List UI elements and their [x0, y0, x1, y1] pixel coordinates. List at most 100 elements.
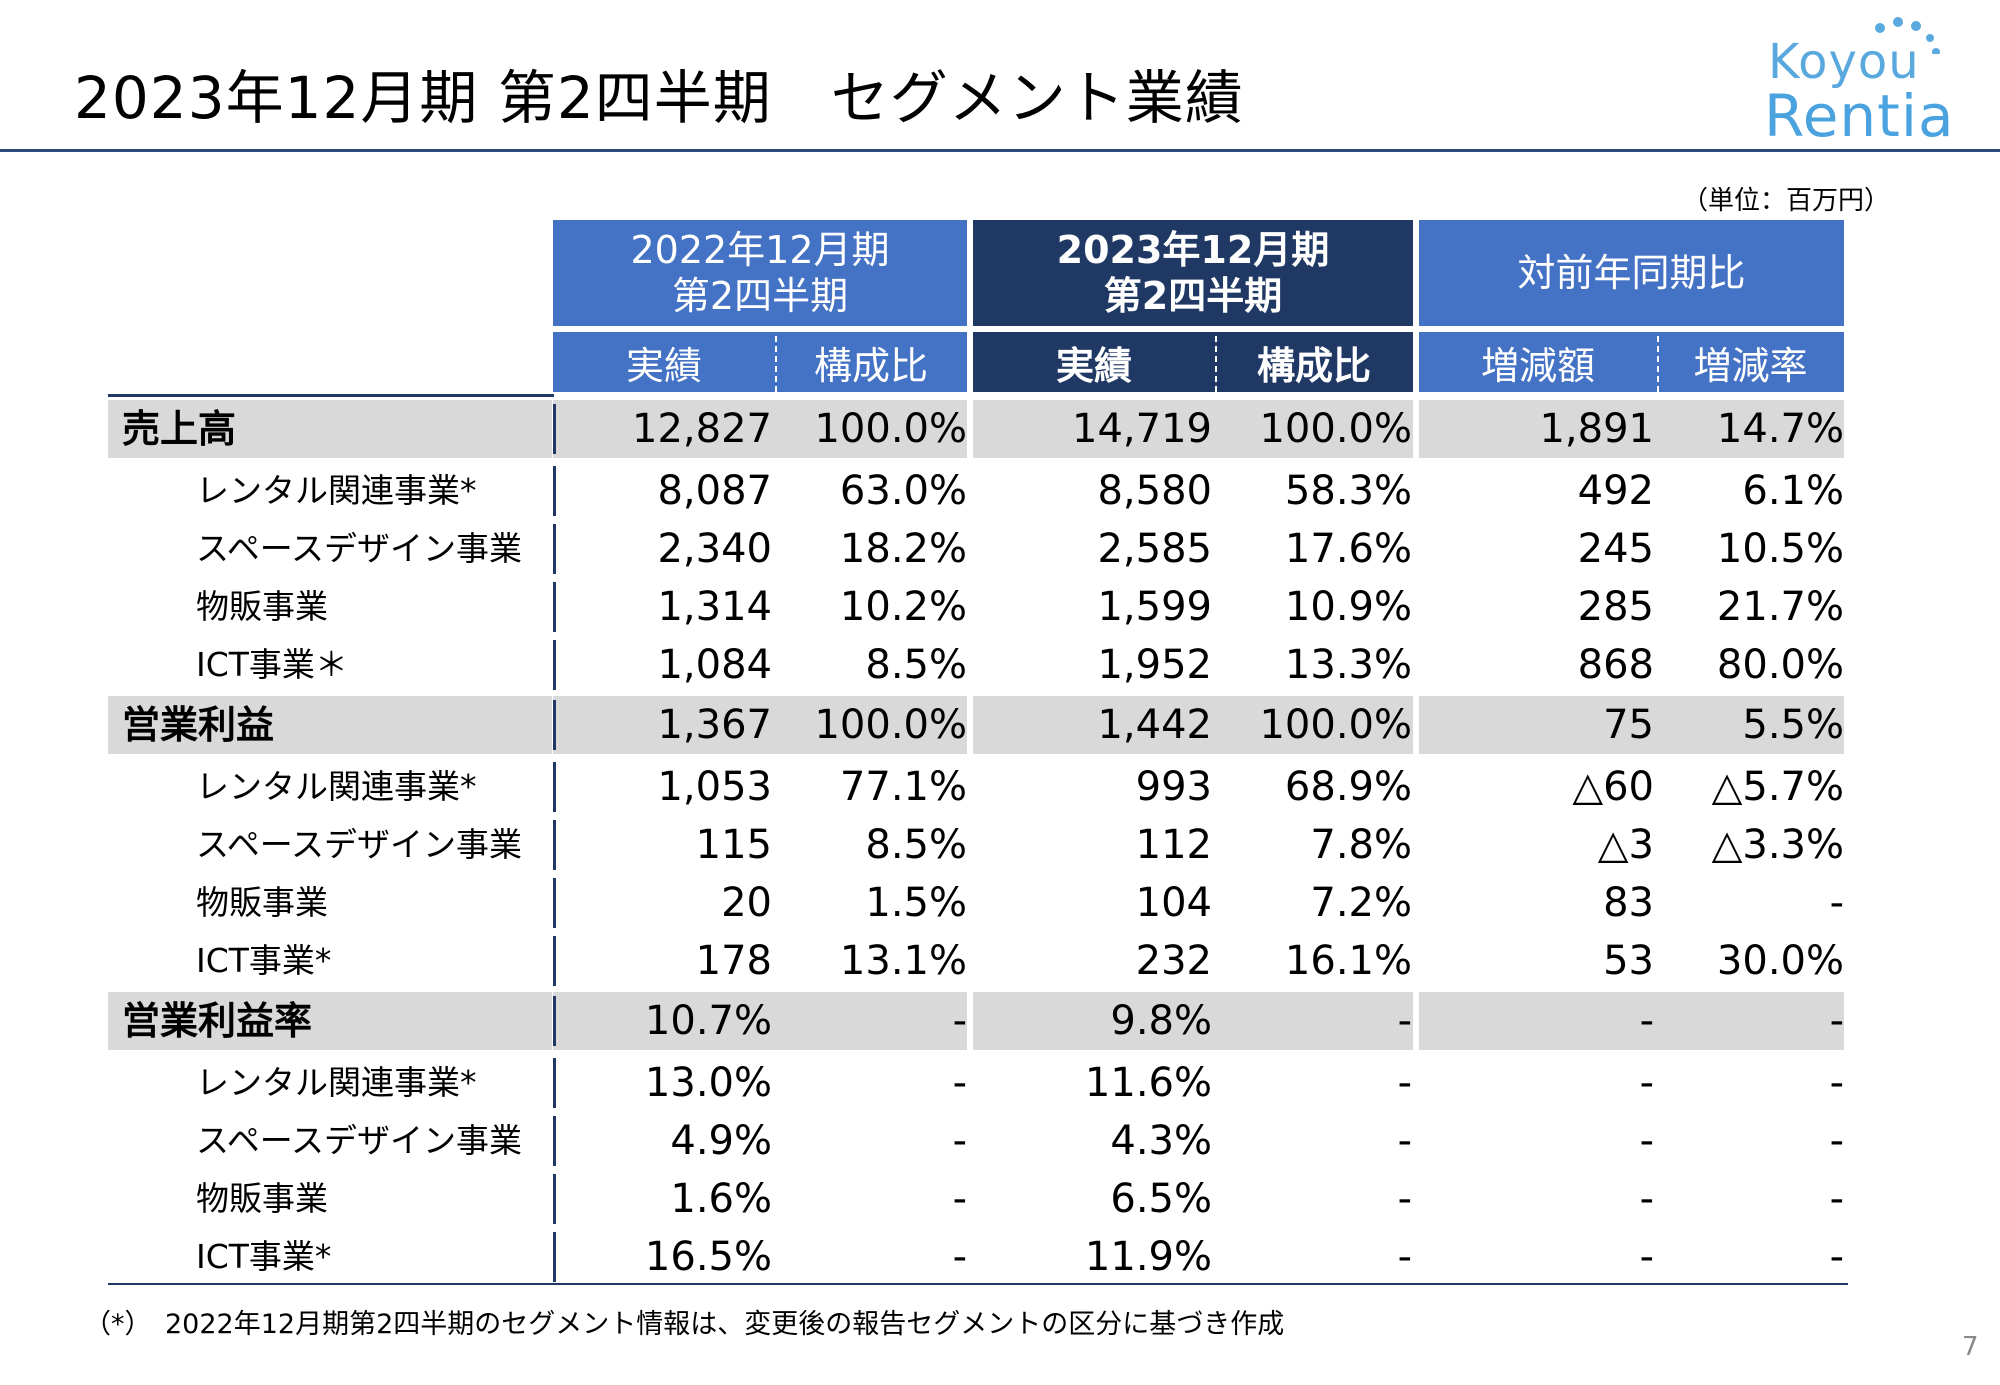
change-amount-cell: - — [1639, 998, 1654, 1044]
prev-actual-header: 実績 — [625, 343, 702, 388]
company-logo: Koyou Rentia — [1760, 14, 1975, 148]
change-amount-cell: 868 — [1577, 642, 1654, 688]
yoy-subheader-band — [1419, 332, 1844, 392]
curr-ratio-cell: - — [1397, 1060, 1412, 1106]
curr-ratio-header: 構成比 — [1256, 343, 1371, 388]
table-section-row: 営業利益 1,367 100.0% 1,442 100.0% 75 5.5% — [108, 696, 1846, 754]
label-column-rule — [553, 1058, 556, 1108]
curr-actual-cell: 6.5% — [1110, 1176, 1212, 1222]
prev-actual-cell: 2,340 — [657, 526, 772, 572]
change-rate-cell: 21.7% — [1716, 584, 1844, 630]
change-rate-cell: - — [1829, 1234, 1844, 1280]
row-label: レンタル関連事業* — [196, 471, 477, 510]
change-amount-cell: △60 — [1572, 764, 1654, 810]
table-row: 物販事業 1,314 10.2% 1,599 10.9% 285 21.7% — [108, 578, 1846, 636]
table-row: 物販事業 1.6% - 6.5% - - - — [108, 1170, 1846, 1228]
table-bottom-rule — [108, 1283, 1848, 1285]
label-column-rule — [553, 582, 556, 632]
change-amount-cell: 83 — [1603, 880, 1654, 926]
prev-ratio-cell: 63.0% — [839, 468, 967, 514]
prev-period-header-line1: 2022年12月期 — [630, 228, 890, 272]
curr-ratio-cell: - — [1397, 1176, 1412, 1222]
change-rate-cell: 6.1% — [1742, 468, 1844, 514]
curr-actual-cell: 11.9% — [1084, 1234, 1212, 1280]
row-band — [553, 992, 967, 1050]
curr-actual-cell: 8,580 — [1097, 468, 1212, 514]
row-label: レンタル関連事業* — [196, 1063, 477, 1102]
prev-ratio-cell: - — [952, 1176, 967, 1222]
table-row: 物販事業 20 1.5% 104 7.2% 83 - — [108, 874, 1846, 932]
row-label: 売上高 — [122, 407, 237, 451]
logo-text-top: Koyou — [1768, 34, 1920, 90]
curr-subheader-band — [973, 332, 1413, 392]
label-column-rule — [553, 1232, 556, 1282]
curr-actual-cell: 232 — [1135, 938, 1212, 984]
change-amount-cell: △3 — [1597, 822, 1654, 868]
prev-actual-cell: 1.6% — [670, 1176, 772, 1222]
curr-actual-cell: 9.8% — [1110, 998, 1212, 1044]
prev-ratio-cell: 8.5% — [865, 822, 967, 868]
yoy-header-label: 対前年同期比 — [1517, 251, 1746, 295]
prev-actual-cell: 178 — [695, 938, 772, 984]
curr-actual-header: 実績 — [1055, 343, 1132, 388]
prev-subheader-band — [553, 332, 967, 392]
yoy-header: 対前年同期比 — [1419, 220, 1844, 326]
unit-label: （単位：百万円） — [1682, 186, 1891, 216]
table-row: ICT事業* 16.5% - 11.9% - - - — [108, 1228, 1846, 1286]
row-band — [1419, 992, 1844, 1050]
table-row: ICT事業* 178 13.1% 232 16.1% 53 30.0% — [108, 932, 1846, 990]
change-rate-cell: 80.0% — [1716, 642, 1844, 688]
prev-ratio-cell: 13.1% — [839, 938, 967, 984]
prev-ratio-cell: - — [952, 1234, 967, 1280]
prev-actual-cell: 4.9% — [670, 1118, 772, 1164]
prev-ratio-cell: 10.2% — [839, 584, 967, 630]
table-row: スペースデザイン事業 2,340 18.2% 2,585 17.6% 245 10.5% — [108, 520, 1846, 578]
logo-text-bottom: Rentia — [1764, 82, 1955, 150]
label-column-rule — [553, 640, 556, 690]
row-label: スペースデザイン事業 — [196, 529, 523, 568]
page-title: 2023年12月期 第2四半期 セグメント業績 — [74, 64, 1244, 132]
prev-ratio-cell: 8.5% — [865, 642, 967, 688]
change-amount-cell: - — [1639, 1060, 1654, 1106]
label-column-rule — [553, 1116, 556, 1166]
curr-actual-cell: 1,599 — [1097, 584, 1212, 630]
change-rate-cell: △3.3% — [1711, 822, 1844, 868]
table-row: ICT事業＊ 1,084 8.5% 1,952 13.3% 868 80.0% — [108, 636, 1846, 694]
label-column-rule — [553, 466, 556, 516]
change-amount-cell: 285 — [1577, 584, 1654, 630]
curr-ratio-cell: 68.9% — [1284, 764, 1412, 810]
table-row: スペースデザイン事業 115 8.5% 112 7.8% △3 △3.3% — [108, 816, 1846, 874]
row-label: ICT事業* — [196, 1237, 332, 1276]
label-column-rule — [553, 878, 556, 928]
curr-ratio-cell: 7.2% — [1310, 880, 1412, 926]
prev-ratio-cell: - — [952, 998, 967, 1044]
change-rate-cell: - — [1829, 998, 1844, 1044]
row-band — [553, 696, 967, 754]
change-amount-header: 増減額 — [1480, 343, 1595, 388]
change-rate-cell: 10.5% — [1716, 526, 1844, 572]
change-amount-cell: 245 — [1577, 526, 1654, 572]
table-section-row: 売上高 12,827 100.0% 14,719 100.0% 1,891 14.7% — [108, 400, 1846, 458]
curr-ratio-cell: 100.0% — [1259, 406, 1412, 452]
change-rate-cell: △5.7% — [1711, 764, 1844, 810]
yoy-subheader-divider — [1657, 336, 1659, 392]
row-label: 営業利益 — [122, 703, 275, 747]
prev-actual-cell: 1,084 — [657, 642, 772, 688]
row-band — [973, 696, 1413, 754]
prev-ratio-cell: - — [952, 1118, 967, 1164]
prev-period-header: 2022年12月期 第2四半期 — [553, 220, 967, 326]
curr-period-header-line2: 第2四半期 — [1103, 274, 1283, 318]
prev-actual-cell: 115 — [695, 822, 772, 868]
label-column-rule — [553, 820, 556, 870]
prev-ratio-cell: 77.1% — [839, 764, 967, 810]
row-label: スペースデザイン事業 — [196, 825, 523, 864]
label-column-rule — [553, 524, 556, 574]
curr-actual-cell: 993 — [1135, 764, 1212, 810]
curr-actual-cell: 14,719 — [1072, 406, 1212, 452]
row-label: 営業利益率 — [122, 999, 313, 1043]
change-amount-cell: 492 — [1577, 468, 1654, 514]
label-column-rule — [553, 404, 556, 454]
prev-actual-cell: 12,827 — [632, 406, 772, 452]
curr-period-header-line1: 2023年12月期 — [1056, 228, 1330, 272]
curr-period-header: 2023年12月期 第2四半期 — [973, 220, 1413, 326]
